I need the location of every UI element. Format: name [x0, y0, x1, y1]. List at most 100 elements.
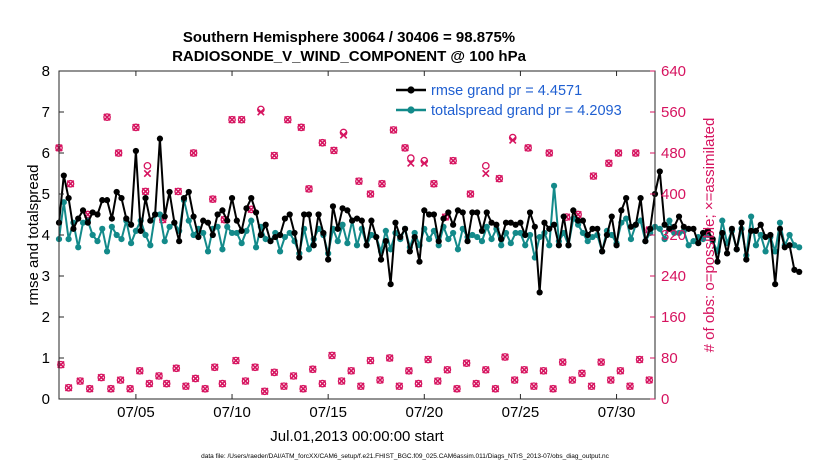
- obs-low-assimilated-marker: [251, 363, 259, 371]
- totalspread-point: [719, 217, 726, 224]
- totalspread-point: [161, 238, 168, 245]
- totalspread-point: [671, 229, 678, 237]
- obs-low-assimilated-marker: [616, 367, 625, 375]
- obs-low-assimilated-marker: [85, 384, 94, 393]
- y-left-tick-label: 3: [42, 268, 50, 285]
- totalspread-point: [132, 227, 140, 234]
- rmse-point: [344, 207, 351, 214]
- totalspread-point: [776, 219, 784, 226]
- obs-assimilated-marker: [103, 113, 111, 121]
- legend: rmse grand pr = 4.4571 totalspread grand…: [390, 78, 650, 122]
- chart-title-line2: RADIOSONDE_V_WIND_COMPONENT @ 100 hPa: [172, 48, 527, 65]
- rmse-point: [224, 217, 231, 224]
- totalspread-point: [252, 244, 260, 251]
- totalspread-point: [344, 240, 351, 247]
- obs-possible-marker: [174, 187, 183, 196]
- totalspread-point: [94, 238, 101, 245]
- obs-low-assimilated-marker: [260, 387, 269, 396]
- obs-assimilated-marker: [114, 149, 123, 157]
- rmse-point: [618, 207, 625, 214]
- rmse-point: [647, 225, 654, 232]
- obs-possible-marker: [189, 149, 198, 157]
- obs-low-possible-marker: [501, 353, 509, 361]
- totalspread-point: [478, 238, 486, 245]
- obs-assimilated-marker: [174, 187, 182, 196]
- x-tick-label: 07/20: [406, 404, 444, 421]
- obs-low-possible-marker: [520, 365, 529, 374]
- obs-low-possible-marker: [366, 356, 375, 365]
- rmse-point: [276, 231, 284, 239]
- rmse-point: [89, 209, 96, 216]
- obs-low-possible-marker: [260, 387, 269, 396]
- totalspread-point: [666, 217, 673, 224]
- obs-low-assimilated-marker: [64, 383, 73, 392]
- rmse-point: [459, 209, 466, 216]
- obs-low-assimilated-marker: [395, 382, 404, 390]
- obs-possible-marker: [449, 156, 457, 165]
- rmse-point: [704, 227, 711, 234]
- totalspread-point: [752, 242, 760, 249]
- obs-possible-marker: [143, 161, 152, 170]
- obs-low-possible-marker: [405, 366, 413, 375]
- obs-possible-marker: [401, 144, 409, 152]
- obs-low-assimilated-marker: [337, 377, 346, 385]
- rmse-point: [238, 227, 245, 234]
- rmse-point: [161, 213, 168, 220]
- obs-possible-marker: [466, 190, 475, 198]
- rmse-point: [315, 211, 322, 218]
- rmse-point: [776, 225, 784, 232]
- obs-low-possible-marker: [472, 379, 481, 388]
- obs-low-possible-marker: [510, 376, 519, 384]
- rmse-point: [286, 211, 293, 218]
- obs-low-assimilated-marker: [347, 367, 355, 375]
- totalspread-point: [483, 223, 490, 230]
- obs-assimilated-marker: [430, 179, 438, 188]
- rmse-point: [373, 233, 380, 241]
- obs-assimilated-marker: [66, 179, 75, 188]
- rmse-point: [430, 211, 438, 218]
- totalspread-point: [147, 242, 154, 249]
- rmse-point: [325, 256, 332, 263]
- totalspread-point: [675, 229, 683, 237]
- rmse-point: [113, 188, 120, 196]
- totalspread-point: [623, 215, 630, 222]
- obs-low-assimilated-marker: [482, 366, 490, 374]
- x-axis-label: Jul.01,2013 00:00:00 start: [270, 428, 444, 445]
- rmse-point: [267, 238, 274, 245]
- totalspread-point: [156, 211, 164, 218]
- totalspread-point: [238, 240, 245, 247]
- obs-low-possible-marker: [57, 360, 65, 369]
- obs-possible-marker: [228, 115, 236, 124]
- rmse-point: [690, 225, 697, 232]
- rmse-point: [440, 215, 447, 222]
- obs-low-possible-marker: [549, 384, 557, 393]
- rmse-point: [531, 223, 538, 230]
- obs-low-assimilated-marker: [366, 356, 375, 365]
- rmse-point: [599, 248, 606, 255]
- totalspread-point: [796, 244, 803, 251]
- rmse-point: [349, 217, 356, 224]
- rmse-point: [103, 197, 111, 204]
- rmse-point: [425, 211, 433, 218]
- rmse-point: [401, 225, 409, 232]
- obs-assimilated-marker: [189, 149, 198, 157]
- totalspread-point: [589, 233, 596, 241]
- rmse-point: [358, 217, 365, 224]
- obs-possible-marker: [330, 146, 338, 155]
- obs-low-assimilated-marker: [328, 351, 336, 360]
- totalspread-point: [286, 229, 293, 237]
- legend-rmse-marker: [407, 86, 415, 94]
- rmse-point: [84, 219, 91, 226]
- rmse-point: [142, 195, 149, 202]
- rmse-point: [579, 217, 587, 224]
- rmse-point: [680, 223, 687, 230]
- rmse-point: [339, 205, 346, 212]
- obs-low-assimilated-marker: [318, 379, 327, 388]
- obs-low-assimilated-marker: [510, 376, 519, 384]
- obs-possible-marker: [366, 190, 375, 198]
- totalspread-point: [584, 238, 591, 245]
- obs-low-possible-marker: [539, 366, 548, 375]
- obs-low-possible-marker: [280, 382, 288, 391]
- rmse-point: [296, 254, 303, 261]
- obs-assimilated-marker: [524, 144, 532, 152]
